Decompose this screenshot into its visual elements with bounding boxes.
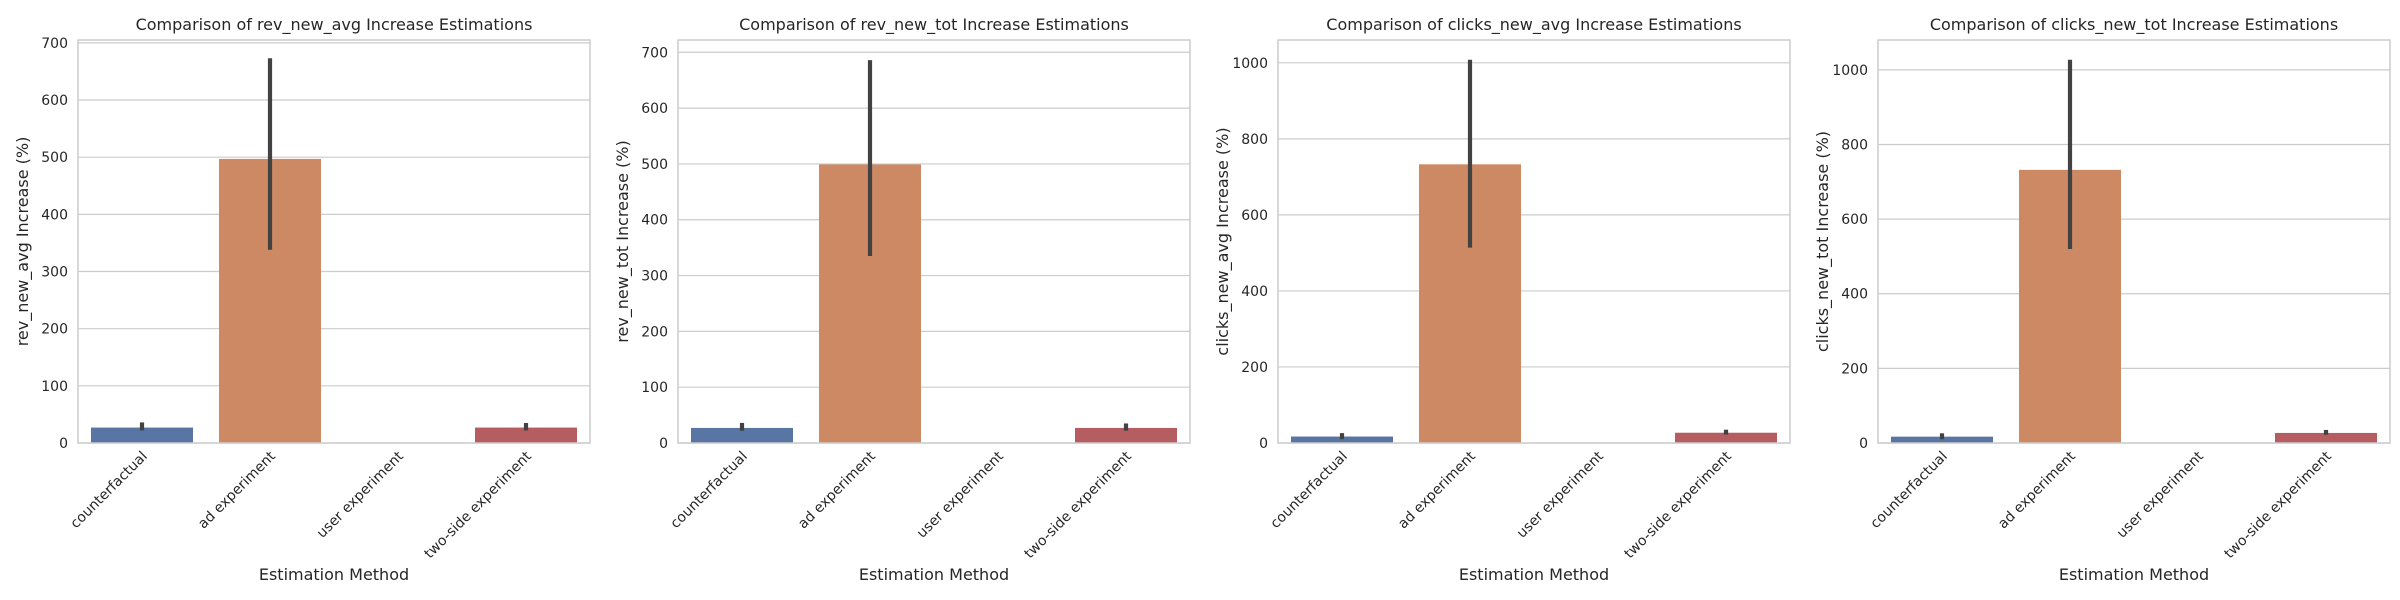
x-axis-label: Estimation Method xyxy=(1459,565,1609,584)
bar-two-side-experiment xyxy=(2275,432,2377,443)
x-axis-label: Estimation Method xyxy=(859,565,1009,584)
y-tick-label: 0 xyxy=(1259,436,1268,452)
axes-frame xyxy=(1277,39,1791,444)
y-tick-label: 700 xyxy=(41,36,68,52)
chart-title: Comparison of rev_new_avg Increase Estim… xyxy=(136,15,533,35)
y-tick-label: 600 xyxy=(641,101,668,117)
y-tick-label: 300 xyxy=(41,265,68,281)
y-axis-label: rev_new_tot Increase (%) xyxy=(613,140,633,343)
y-tick-label: 800 xyxy=(1241,132,1268,148)
y-tick-label: 0 xyxy=(59,436,68,452)
y-tick-label: 200 xyxy=(641,324,668,340)
bar-two-side-experiment xyxy=(475,427,577,443)
bar-counterfactual xyxy=(691,427,793,443)
y-tick-label: 0 xyxy=(659,436,668,452)
bar-counterfactual xyxy=(91,427,193,443)
y-tick-label: 500 xyxy=(41,150,68,166)
y-axis-label: rev_new_avg Increase (%) xyxy=(13,137,33,347)
y-tick-label: 200 xyxy=(1841,361,1868,377)
y-tick-label: 0 xyxy=(1859,436,1868,452)
y-axis-label: clicks_new_avg Increase (%) xyxy=(1213,127,1233,355)
y-tick-label: 600 xyxy=(1841,212,1868,228)
y-tick-label: 400 xyxy=(41,207,68,223)
axes-frame xyxy=(77,39,591,444)
y-tick-label: 200 xyxy=(1241,360,1268,376)
axes-frame xyxy=(677,39,1191,444)
y-tick-label: 500 xyxy=(641,157,668,173)
y-tick-label: 700 xyxy=(641,45,668,61)
y-tick-label: 100 xyxy=(41,379,68,395)
bar-counterfactual xyxy=(1891,436,1993,443)
bar-counterfactual xyxy=(1291,436,1393,443)
chart-title: Comparison of clicks_new_avg Increase Es… xyxy=(1326,15,1741,35)
x-axis-label: Estimation Method xyxy=(2059,565,2209,584)
x-axis-label: Estimation Method xyxy=(259,565,409,584)
y-tick-label: 600 xyxy=(1241,208,1268,224)
y-tick-label: 200 xyxy=(41,322,68,338)
y-tick-label: 1000 xyxy=(1832,63,1868,79)
y-tick-label: 1000 xyxy=(1232,56,1268,72)
chart-title: Comparison of rev_new_tot Increase Estim… xyxy=(739,15,1129,35)
y-tick-label: 100 xyxy=(641,380,668,396)
y-tick-label: 400 xyxy=(641,213,668,229)
chart-title: Comparison of clicks_new_tot Increase Es… xyxy=(1930,15,2338,35)
bar-two-side-experiment xyxy=(1675,432,1777,443)
y-tick-label: 400 xyxy=(1241,284,1268,300)
y-tick-label: 400 xyxy=(1841,287,1868,303)
y-axis-label: clicks_new_tot Increase (%) xyxy=(1813,131,1833,352)
bar-two-side-experiment xyxy=(1075,427,1177,443)
y-tick-label: 600 xyxy=(41,93,68,109)
y-tick-label: 300 xyxy=(641,269,668,285)
axes-frame xyxy=(1877,39,2391,444)
y-tick-label: 800 xyxy=(1841,137,1868,153)
